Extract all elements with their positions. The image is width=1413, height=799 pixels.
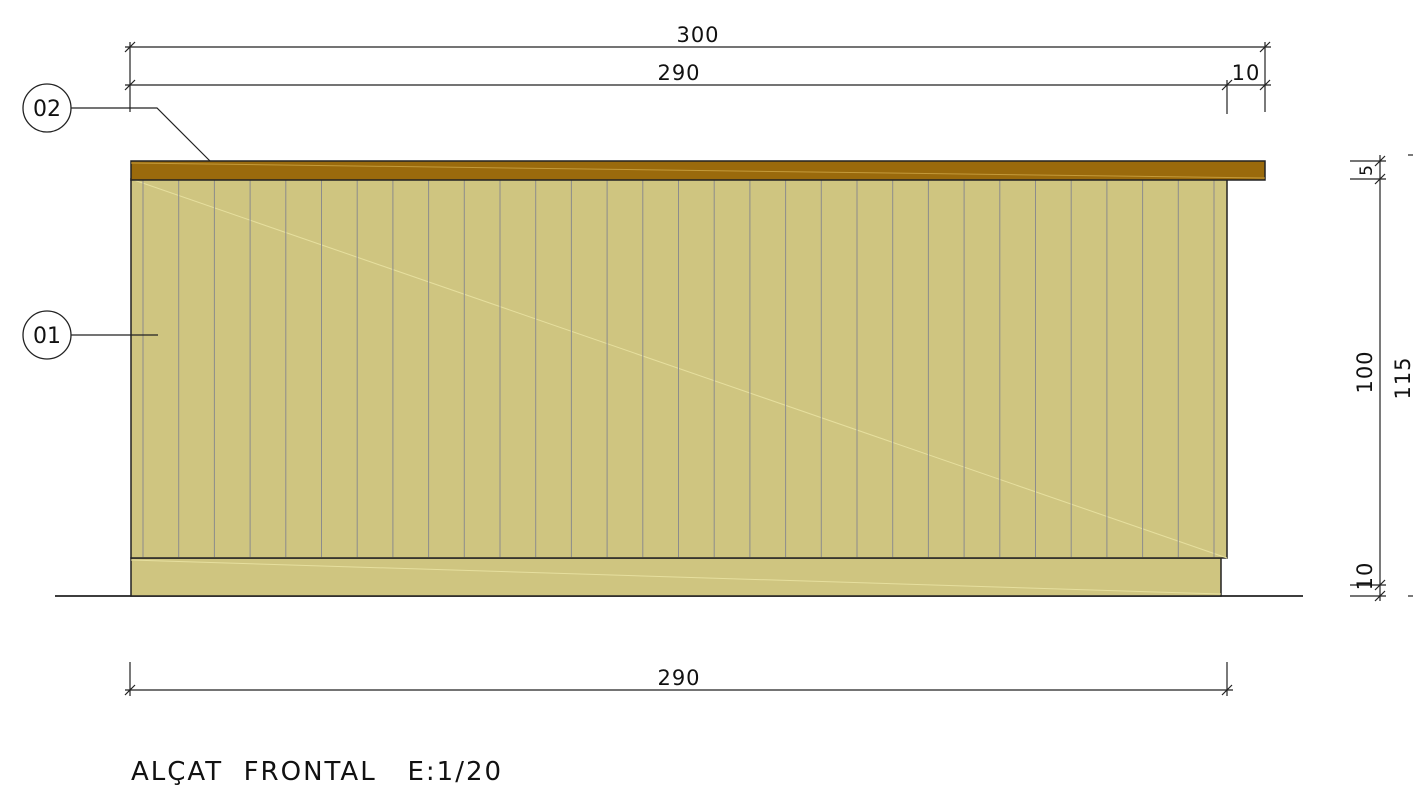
dimension-top-split: 290 10 (124, 61, 1271, 114)
base-highlight-line (130, 559, 1222, 595)
dim-panel-height-label: 100 (1353, 350, 1377, 393)
dim-overall-height-label: 115 (1391, 356, 1413, 399)
dim-overhang-label: 10 (1232, 61, 1261, 85)
drawing-title: ALÇAT FRONTAL E:1/20 (131, 757, 503, 787)
callout-front-panel: 01 (22, 310, 158, 360)
dim-overall-width-label: 300 (676, 23, 719, 47)
panel-slats (142, 180, 1215, 557)
callout-top-board: 02 (22, 83, 211, 162)
dimension-vertical-chain: 5 100 10 115 (1350, 154, 1413, 602)
top-highlight-line (130, 162, 1266, 179)
callout-02-label: 02 (33, 97, 61, 122)
callout-01-label: 01 (33, 324, 61, 349)
dimension-bottom-width: 290 (124, 662, 1233, 696)
dimension-overall-width: 300 (124, 23, 1271, 112)
dim-top-thickness-label: 5 (1357, 164, 1377, 176)
dim-base-height-label: 10 (1353, 562, 1377, 591)
dim-panel-width-bottom-label: 290 (657, 666, 700, 690)
dim-panel-width-top-label: 290 (657, 61, 700, 85)
